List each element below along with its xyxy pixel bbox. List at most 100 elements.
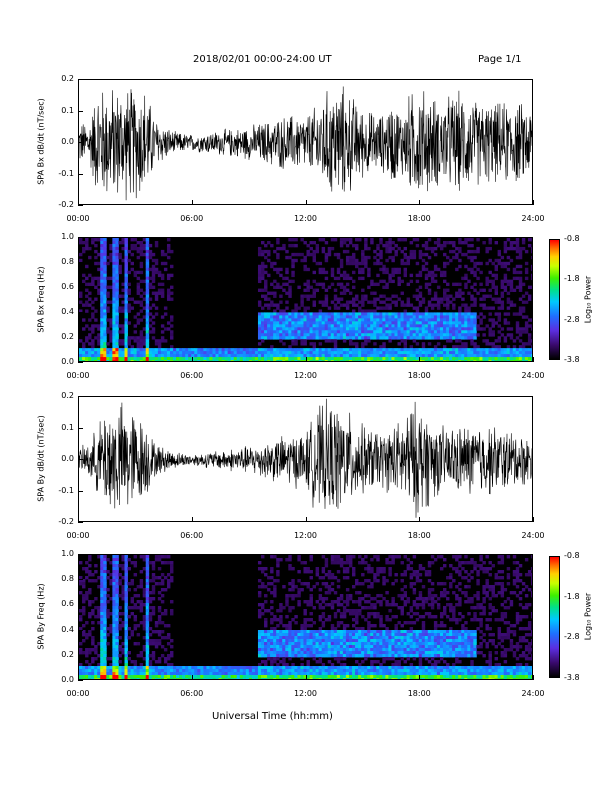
y-tick-label: 0.0 [61,137,74,146]
y-tick-mark [78,312,83,313]
x-tick-label: 18:00 [407,371,431,380]
page-indicator: Page 1/1 [478,54,522,65]
spectrogram-svg [79,555,532,679]
y-tick-mark [78,554,83,555]
y-tick-label: 0.8 [61,257,74,266]
x-tick-mark [78,357,79,362]
x-tick-label: 18:00 [407,689,431,698]
x-tick-label: 00:00 [66,531,90,540]
x-tick-mark [533,357,534,362]
y-tick-mark [78,79,83,80]
y-axis-label: SPA Bx dB/dt (nT/sec) [36,98,46,185]
y-tick-mark [78,427,83,429]
y-tick-mark [78,110,83,112]
x-tick-mark [533,517,534,522]
y-tick-mark [78,287,83,288]
y-tick-label: -0.2 [58,517,74,526]
colorbar-label: Log₁₀ Power [583,592,593,641]
y-axis-label: SPA By dB/dt (nT/sec) [36,415,46,502]
spectrogram-panel-2 [78,237,533,362]
heatmap-cells [79,238,532,361]
heatmap-cells [79,555,532,679]
colorbar-tick-label: -3.8 [564,673,580,682]
colorbar-tick-label: -2.8 [564,314,580,324]
colorbar-tick-label: -1.8 [564,274,580,284]
colorbar-tick-label: -3.8 [564,355,580,364]
y-tick-label: 0.6 [61,282,74,291]
x-tick-mark [305,517,307,522]
y-tick-mark [78,604,83,606]
y-tick-label: 0.8 [61,574,74,584]
y-tick-mark [78,362,83,363]
colorbar-label: Log₁₀ Power [583,275,593,323]
x-tick-mark [419,200,421,205]
x-tick-label: 24:00 [521,371,545,380]
series-line [79,86,532,201]
y-tick-mark [78,490,83,492]
x-tick-label: 12:00 [293,214,318,223]
x-tick-label: 06:00 [180,214,204,223]
x-tick-mark [305,675,307,680]
x-tick-mark [533,675,534,680]
x-tick-mark [191,517,193,522]
y-tick-mark [78,237,83,238]
x-tick-mark [533,200,534,205]
x-tick-label: 24:00 [521,531,545,540]
y-tick-label: 0.2 [61,391,74,400]
series-line [79,398,532,518]
x-tick-mark [191,200,193,205]
x-tick-label: 00:00 [66,689,90,698]
date-range-title: 2018/02/01 00:00-24:00 UT [193,54,332,65]
spectrogram-panel-4 [78,554,533,680]
y-tick-label: 1.0 [61,549,74,558]
x-tick-label: 06:00 [180,689,204,698]
y-tick-label: 0.1 [61,105,74,115]
x-tick-label: 24:00 [521,214,545,223]
y-tick-mark [78,522,83,523]
colorbar [549,556,560,678]
spectrogram-svg [79,238,532,361]
y-tick-mark [78,629,83,631]
colorbar-tick-label: -0.8 [564,551,580,560]
x-tick-mark [78,200,79,205]
y-tick-label: -0.2 [58,200,74,209]
y-tick-mark [78,459,83,460]
y-tick-mark [78,337,83,338]
y-tick-label: 0.0 [61,675,74,684]
x-tick-mark [419,517,421,522]
y-tick-label: 0.1 [61,422,74,432]
y-tick-label: 1.0 [61,232,74,241]
x-tick-mark [78,675,79,680]
y-tick-mark [78,579,83,581]
y-tick-mark [78,205,83,206]
waveform-svg [79,398,532,518]
x-tick-mark [419,675,421,680]
y-tick-label: 0.0 [61,454,74,463]
waveform-panel-1 [78,79,533,205]
y-tick-label: 0.0 [61,357,74,366]
x-tick-label: 00:00 [66,371,90,380]
y-axis-label: SPA Bx Freq (Hz) [36,265,46,333]
colorbar-tick-label: -1.8 [564,591,580,601]
x-tick-mark [305,200,307,205]
y-tick-mark [78,262,83,263]
waveform-panel-3 [78,396,533,522]
x-tick-label: 24:00 [521,689,545,698]
y-tick-label: 0.4 [61,624,74,634]
x-tick-label: 00:00 [66,214,90,223]
x-tick-label: 06:00 [180,371,204,380]
x-tick-mark [78,517,79,522]
x-tick-label: 18:00 [407,531,431,540]
x-tick-label: 18:00 [407,214,431,223]
y-tick-mark [78,142,83,143]
y-tick-mark [78,680,83,681]
x-tick-label: 12:00 [293,531,318,540]
y-tick-label: -0.1 [58,485,74,495]
y-tick-label: 0.6 [61,599,74,609]
colorbar-tick-label: -2.8 [564,632,580,642]
x-tick-mark [305,357,307,362]
x-axis-label: Universal Time (hh:mm) [212,711,333,722]
x-tick-mark [191,357,193,362]
x-tick-label: 12:00 [293,371,318,380]
waveform-svg [79,86,532,201]
